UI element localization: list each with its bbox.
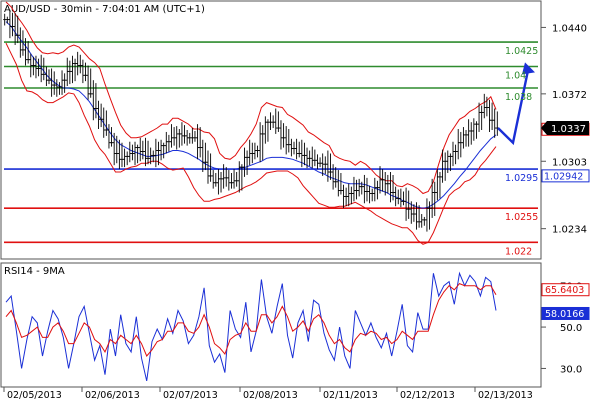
price-axis-tick-label: 1.0440 [552, 23, 587, 34]
price-axis-tick-label: 1.0234 [552, 225, 587, 236]
rsi-axis-tick-label: 30.0 [560, 364, 582, 375]
date-axis-tick-label: 02/08/2013 [243, 390, 298, 400]
price-axis: 1.04401.03721.03031.02341.032961.029421.… [541, 23, 590, 236]
date-axis-tick-label: 02/07/2013 [163, 390, 218, 400]
price-level-labels: 1.0425 1.04 1.038 1.0295 1.0255 1.022 [505, 46, 538, 257]
projection-arrow-shaft [497, 70, 530, 146]
series-bollinger-upper-line [5, 1, 497, 195]
series-bollinger-lower-line [5, 42, 497, 245]
projection-arrow-head [522, 62, 535, 75]
date-axis-tick-label: 02/12/2013 [400, 390, 455, 400]
date-axis-tick-label: 02/06/2013 [85, 390, 140, 400]
series-rsi-ma-line [5, 283, 497, 357]
rsi-panel-border [0, 262, 542, 388]
indicator-tag-box [541, 169, 590, 183]
rsi-chart-title: RSI14 - 9MA [4, 266, 65, 277]
date-axis-tick-label: 02/13/2013 [478, 390, 533, 400]
current-price-tag-label: 1.0337 [551, 124, 586, 135]
level-label: 1.038 [505, 92, 532, 103]
rsi-tag-box [541, 283, 590, 297]
price-bars [3, 9, 499, 232]
rsi-lines [5, 271, 497, 382]
current-price-tag-box [541, 121, 589, 136]
date-axis-tick-label: 02/11/2013 [323, 390, 378, 400]
rsi-axis-tick-label: 50.0 [560, 323, 582, 334]
level-label: 1.0295 [505, 173, 538, 184]
date-axis-tick-label: 02/05/2013 [7, 390, 62, 400]
indicator-tag-label: 1.02942 [544, 171, 583, 182]
date-axis: 02/05/2013 02/06/2013 02/07/2013 02/08/2013… [3, 387, 533, 400]
rsi-panel: RSI14 - 9MA [0, 262, 542, 388]
level-label: 1.0425 [505, 46, 538, 57]
projection-arrow [497, 62, 535, 146]
level-label: 1.022 [505, 246, 532, 257]
rsi-tag-label: 65.6403 [545, 285, 584, 296]
price-axis-tick-label: 1.0372 [552, 90, 587, 101]
level-label: 1.0255 [505, 212, 538, 223]
price-panel-border [0, 0, 542, 260]
series-rsi-line [5, 271, 497, 382]
rsi-tag-label: 58.0166 [545, 309, 584, 320]
price-axis-tick-label: 1.0303 [552, 157, 587, 168]
price-panel: AUD/USD - 30min - 7:04:01 AM (UTC+1) 1.0… [0, 0, 542, 260]
price-chart-title: AUD/USD - 30min - 7:04:01 AM (UTC+1) [4, 4, 205, 15]
rsi-tag-box [541, 306, 590, 320]
level-label: 1.04 [505, 71, 526, 82]
